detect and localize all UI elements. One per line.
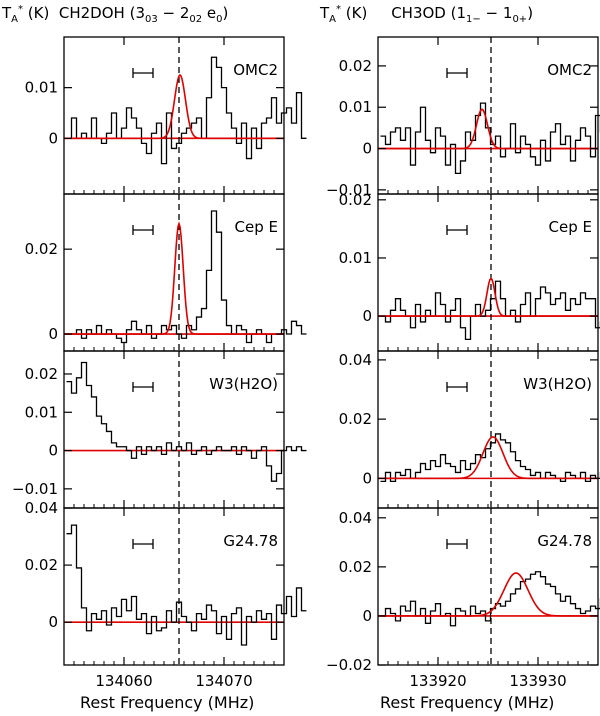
right-1-ytick-label: −0.01 bbox=[326, 181, 372, 199]
left-header: TA* (K) CH2DOH (303 − 202 e0) bbox=[2, 4, 228, 25]
right-4-xtick-label: 133930 bbox=[509, 672, 566, 690]
right-2-ytick-label: 0.02 bbox=[339, 191, 372, 209]
right-3-spectrum-series bbox=[380, 433, 600, 482]
right-3-ytick-label: 0.02 bbox=[339, 410, 372, 428]
left-1-gaussian-fit bbox=[64, 73, 284, 140]
left-2-ytick-label: 0 bbox=[48, 325, 58, 343]
right-3-ytick-label: 0 bbox=[362, 469, 372, 487]
left-2-source-label: Cep E bbox=[235, 218, 278, 236]
right-header: TA* (K) CH3OD (11− − 10+) bbox=[320, 4, 533, 25]
right-1-ytick-label: 0 bbox=[362, 140, 372, 158]
left-4-xtick-label: 134070 bbox=[195, 672, 252, 690]
right-transition: (11− − 10+) bbox=[450, 4, 534, 25]
right-1-source-label: OMC2 bbox=[547, 61, 592, 79]
left-3-ytick-label: 0.01 bbox=[25, 403, 58, 421]
right-2-ytick-label: 0 bbox=[362, 307, 372, 325]
right-2-source-label: Cep E bbox=[549, 218, 592, 236]
left-1-source-label: OMC2 bbox=[233, 61, 278, 79]
left-transition: (303 − 202 e0) bbox=[129, 4, 229, 25]
left-4-source-label: G24.78 bbox=[223, 532, 278, 550]
left-4-ytick-label: 0.04 bbox=[25, 499, 58, 517]
right-2-spectrum-series bbox=[380, 280, 600, 341]
left-4-ytick-label: 0.02 bbox=[25, 556, 58, 574]
right-4-spectrum-series bbox=[380, 571, 600, 627]
left-ylabel-symbol: TA* bbox=[2, 4, 24, 25]
left-xlabel: Rest Frequency (MHz) bbox=[80, 693, 255, 712]
right-4-source-label: G24.78 bbox=[537, 532, 592, 550]
right-1-ytick-label: 0.01 bbox=[339, 98, 372, 116]
right-4-gaussian-fit bbox=[378, 572, 598, 617]
left-3-ytick-label: 0.02 bbox=[25, 365, 58, 383]
left-4-ytick-label: 0 bbox=[48, 613, 58, 631]
right-3-source-label: W3(H2O) bbox=[523, 375, 592, 393]
right-1-spectrum-series bbox=[380, 102, 600, 174]
right-species: CH3OD bbox=[391, 4, 446, 22]
left-3-ytick-label: −0.01 bbox=[12, 480, 58, 498]
left-1-ytick-label: 0 bbox=[48, 129, 58, 147]
right-4-xtick-label: 133920 bbox=[409, 672, 466, 690]
left-3-spectrum-series bbox=[66, 361, 307, 482]
left-4-spectrum-series bbox=[66, 524, 307, 646]
right-4-ytick-label: 0.04 bbox=[339, 509, 372, 527]
left-1-ytick-label: 0.01 bbox=[25, 79, 58, 97]
right-4-ytick-label: 0 bbox=[362, 607, 372, 625]
right-4-ytick-label: −0.02 bbox=[326, 656, 372, 674]
left-3-source-label: W3(H2O) bbox=[209, 375, 278, 393]
left-4-xtick-label: 134060 bbox=[95, 672, 152, 690]
right-3-gaussian-fit bbox=[378, 436, 598, 480]
left-ylabel-unit: (K) bbox=[27, 4, 50, 22]
left-3-ytick-label: 0 bbox=[48, 442, 58, 460]
left-2-ytick-label: 0.02 bbox=[25, 240, 58, 258]
right-2-ytick-label: 0.01 bbox=[339, 249, 372, 267]
left-2-gaussian-fit bbox=[64, 221, 284, 335]
right-1-gaussian-fit bbox=[378, 108, 598, 150]
right-ylabel-symbol: TA* bbox=[320, 4, 342, 25]
right-xlabel: Rest Frequency (MHz) bbox=[380, 693, 555, 712]
right-1-ytick-label: 0.02 bbox=[339, 57, 372, 75]
right-ylabel-unit: (K) bbox=[345, 4, 368, 22]
left-1-spectrum-series bbox=[66, 56, 307, 165]
right-3-ytick-label: 0.04 bbox=[339, 351, 372, 369]
left-species: CH2DOH bbox=[58, 4, 125, 22]
right-2-gaussian-fit bbox=[378, 277, 598, 317]
right-4-ytick-label: 0.02 bbox=[339, 558, 372, 576]
